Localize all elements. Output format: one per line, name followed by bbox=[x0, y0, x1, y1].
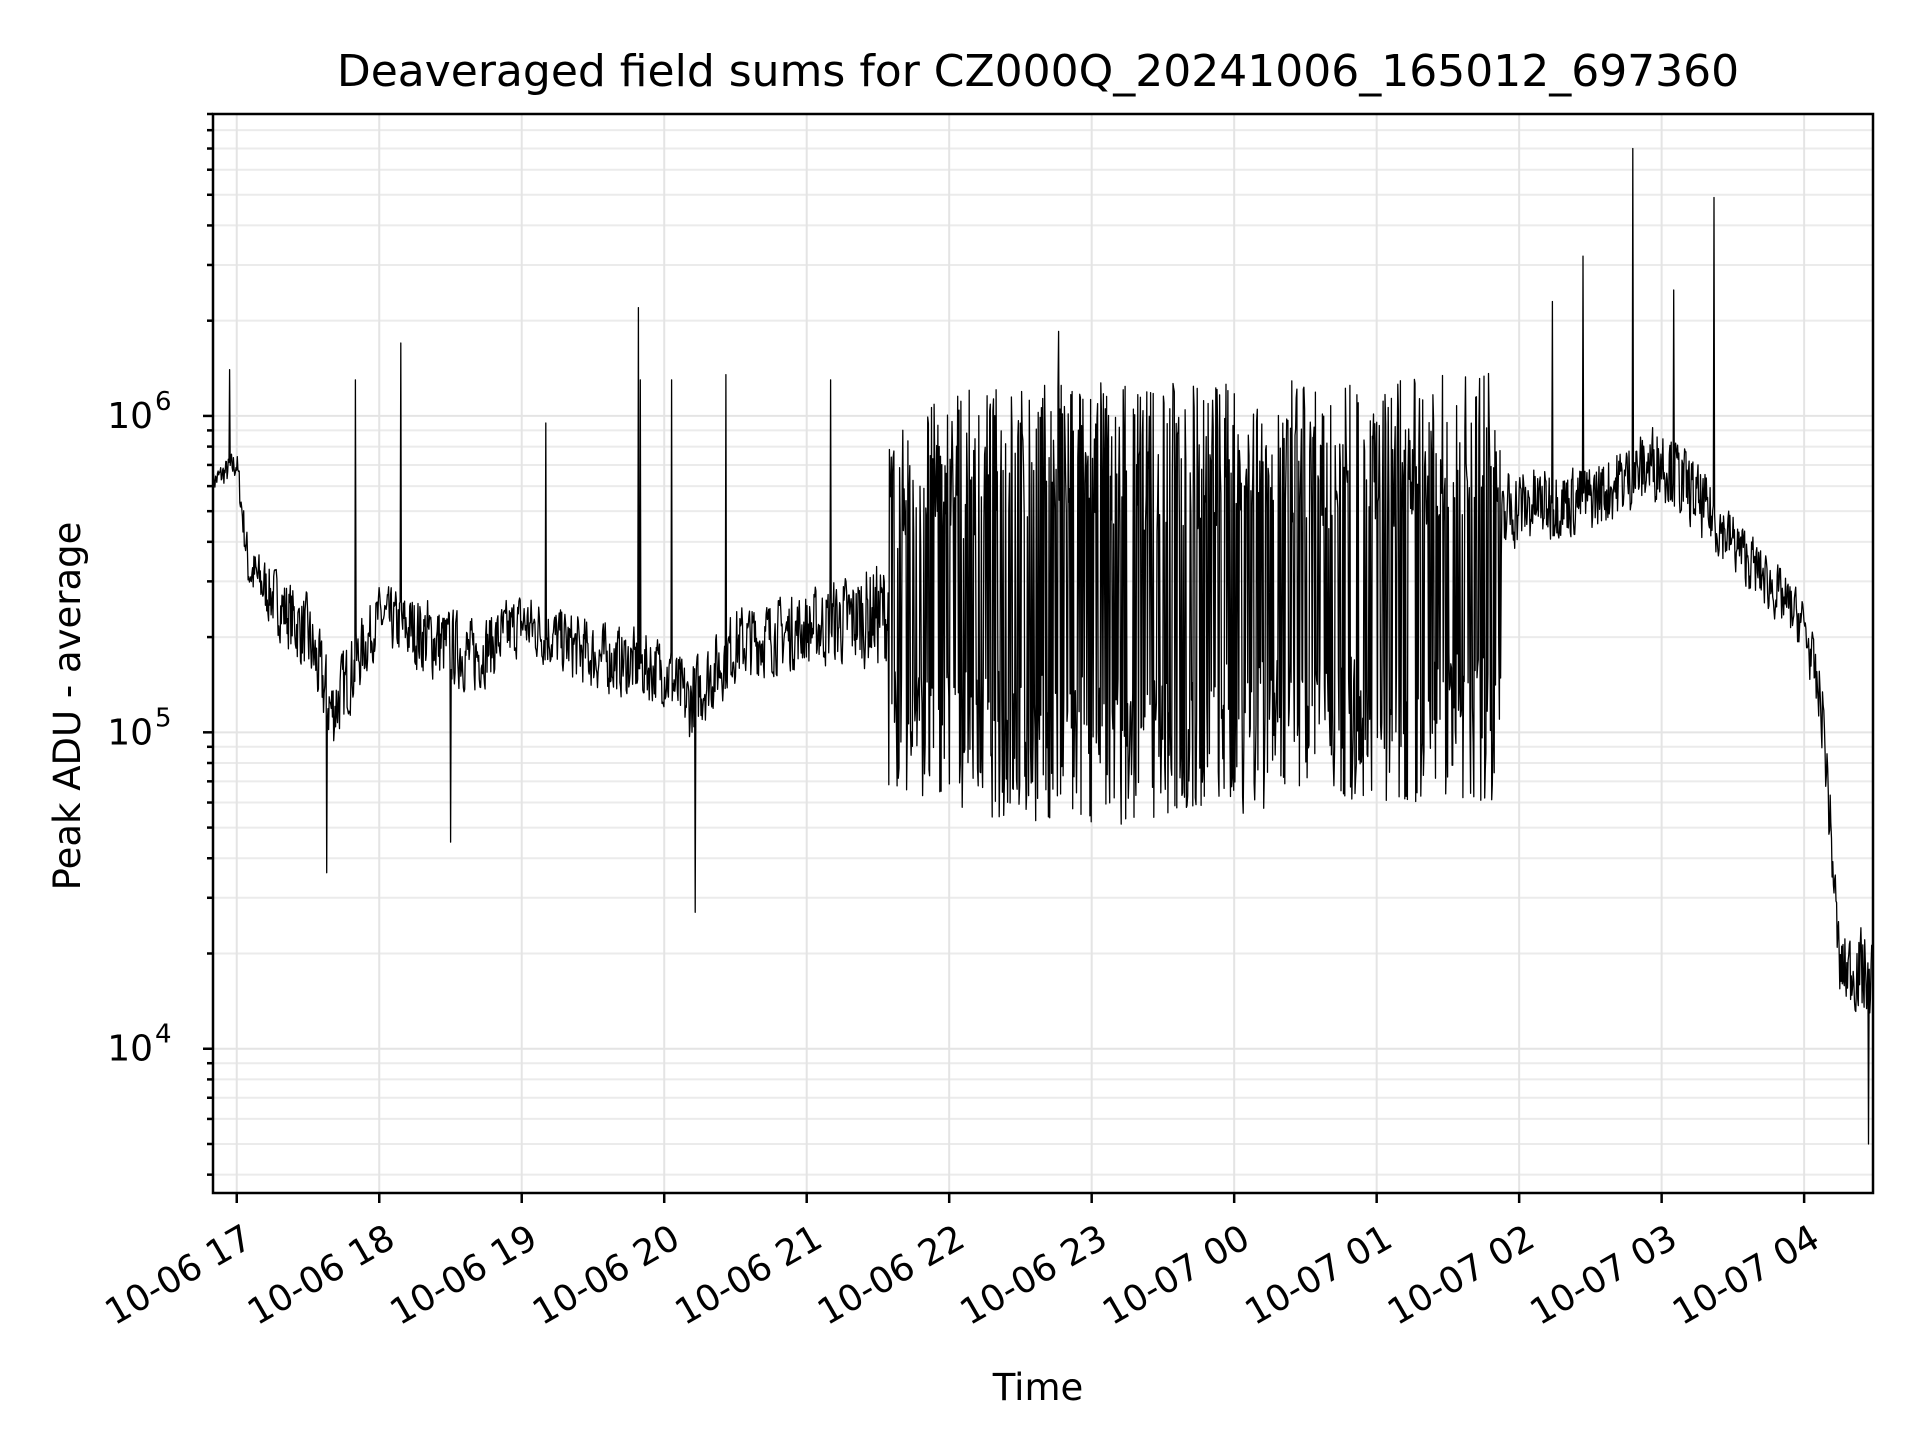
y-tick-label-exponent: 6 bbox=[155, 387, 172, 417]
y-tick-label-exponent: 4 bbox=[155, 1020, 172, 1050]
series-line bbox=[212, 147, 1874, 1145]
plot-area bbox=[212, 147, 1874, 1145]
x-axis-label: Time bbox=[992, 1366, 1084, 1409]
y-tick-label: 10 bbox=[107, 1029, 153, 1070]
y-axis-label: Peak ADU - average bbox=[46, 522, 89, 891]
y-tick-label: 10 bbox=[107, 396, 153, 437]
chart-title: Deaveraged field sums for CZ000Q_2024100… bbox=[337, 46, 1739, 97]
y-tick-label-exponent: 5 bbox=[155, 703, 172, 733]
plot-frame bbox=[211, 112, 1875, 1195]
y-tick-label: 10 bbox=[107, 712, 153, 753]
